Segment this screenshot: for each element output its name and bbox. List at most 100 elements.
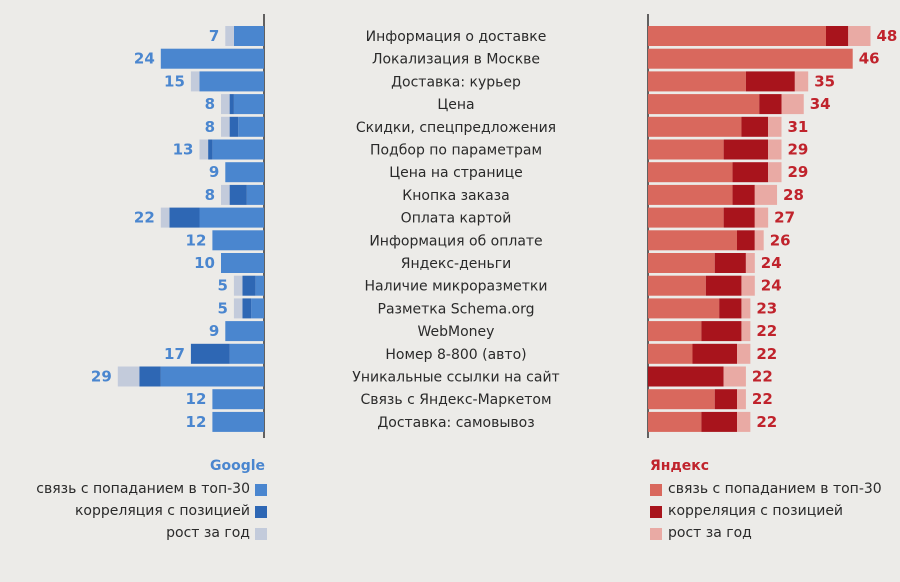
google-bar-1-15 [229, 343, 264, 364]
google-bar-3-13 [233, 298, 243, 319]
google-value-label-10: 12 [186, 231, 207, 249]
yandex-bar-2-6 [723, 139, 769, 160]
yandex-value-label-13: 23 [756, 299, 777, 317]
google-bar-3-1 [225, 26, 234, 46]
yandex-bar-2-12 [705, 275, 742, 296]
google-bar-2-8 [229, 184, 247, 205]
google-value-label-4: 8 [205, 95, 215, 113]
google-bar-1-3 [199, 71, 264, 92]
google-bar-3-4 [221, 94, 230, 115]
yandex-bar-3-1 [848, 26, 871, 46]
category-label-13: Разметка Schema.org [378, 301, 535, 317]
yandex-bar-1-17 [648, 389, 715, 410]
google-value-label-18: 12 [186, 413, 207, 431]
yandex-bar-2-9 [723, 207, 755, 228]
yandex-legend-label-growth: рост за год [668, 525, 752, 541]
google-legend-swatch-growth [255, 528, 267, 540]
yandex-bar-3-8 [754, 184, 778, 205]
yandex-legend-swatch-correlation [650, 506, 662, 518]
yandex-bar-3-13 [741, 298, 751, 319]
yandex-value-label-2: 46 [859, 50, 880, 68]
category-label-5: Скидки, спецпредложения [356, 120, 556, 136]
category-label-3: Доставка: курьер [391, 74, 521, 90]
yandex-bar-1-14 [648, 321, 702, 342]
google-value-label-7: 9 [209, 163, 219, 181]
google-value-label-8: 8 [205, 186, 215, 204]
yandex-bar-1-5 [648, 116, 742, 137]
yandex-legend-swatch-top30 [650, 484, 662, 496]
google-legend-swatch-top30 [255, 484, 267, 496]
yandex-bar-1-4 [648, 94, 760, 115]
google-bar-1-12 [255, 275, 264, 296]
google-value-label-2: 24 [134, 50, 155, 68]
yandex-bar-2-3 [745, 71, 795, 92]
google-bar-2-12 [242, 275, 256, 296]
google-legend-label-top30: связь с попаданием в топ-30 [36, 481, 250, 497]
category-label-9: Оплата картой [401, 211, 512, 227]
google-bar-1-6 [212, 139, 264, 160]
google-bar-2-5 [229, 116, 239, 137]
yandex-legend-title: Яндекс [650, 458, 710, 474]
google-value-label-13: 5 [217, 299, 227, 317]
yandex-bar-1-18 [648, 411, 702, 432]
yandex-bar-2-17 [714, 389, 737, 410]
google-bar-1-10 [212, 230, 264, 251]
yandex-value-label-6: 29 [788, 141, 809, 159]
yandex-bar-2-16 [648, 366, 724, 387]
google-legend-title: Google [210, 458, 266, 474]
google-value-label-11: 10 [194, 254, 215, 272]
google-bar-1-2 [160, 48, 264, 69]
yandex-value-label-17: 22 [752, 390, 773, 408]
google-bar-1-7 [225, 162, 264, 183]
yandex-bar-1-7 [648, 162, 733, 183]
yandex-bar-1-9 [648, 207, 724, 228]
yandex-bar-3-14 [741, 321, 751, 342]
yandex-bar-2-18 [701, 411, 737, 432]
yandex-value-label-16: 22 [752, 368, 773, 386]
yandex-value-label-10: 26 [770, 231, 791, 249]
yandex-bar-1-3 [648, 71, 746, 92]
google-bar-3-16 [117, 366, 140, 387]
category-label-10: Информация об оплате [369, 233, 542, 249]
yandex-legend-label-top30: связь с попаданием в топ-30 [668, 481, 882, 497]
google-bar-1-16 [160, 366, 264, 387]
yandex-bar-3-7 [768, 162, 782, 183]
yandex-bar-2-11 [714, 253, 746, 273]
google-bar-1-13 [251, 298, 264, 319]
yandex-bar-3-11 [745, 253, 755, 273]
google-value-label-15: 17 [164, 345, 185, 363]
google-value-label-16: 29 [91, 368, 112, 386]
category-label-1: Информация о доставке [366, 29, 547, 45]
google-bar-2-6 [208, 139, 213, 160]
yandex-bar-1-11 [648, 253, 715, 273]
google-bar-2-16 [139, 366, 161, 387]
google-value-label-3: 15 [164, 72, 185, 90]
category-label-14: WebMoney [418, 324, 495, 340]
category-label-18: Доставка: самовывоз [377, 415, 534, 431]
google-value-label-5: 8 [205, 118, 215, 136]
google-bar-3-6 [199, 139, 209, 160]
google-bar-1-5 [238, 116, 264, 137]
yandex-legend-swatch-growth [650, 528, 662, 540]
yandex-value-label-15: 22 [756, 345, 777, 363]
yandex-bar-3-18 [737, 411, 751, 432]
yandex-bar-3-4 [781, 94, 804, 115]
yandex-value-label-5: 31 [788, 118, 809, 136]
yandex-bar-1-1 [648, 26, 826, 46]
yandex-value-label-9: 27 [774, 209, 795, 227]
google-bar-1-14 [225, 321, 264, 342]
yandex-bar-3-12 [741, 275, 755, 296]
category-label-11: Яндекс-деньги [401, 256, 512, 272]
yandex-bar-1-8 [648, 184, 733, 205]
yandex-bar-1-13 [648, 298, 720, 319]
yandex-bar-1-2 [648, 48, 853, 69]
google-legend-label-growth: рост за год [166, 525, 250, 541]
google-bar-1-1 [233, 26, 264, 46]
google-value-label-6: 13 [173, 141, 194, 159]
yandex-value-label-7: 29 [788, 163, 809, 181]
category-label-2: Локализация в Москве [372, 52, 540, 68]
yandex-value-label-11: 24 [761, 254, 782, 272]
yandex-value-label-18: 22 [756, 413, 777, 431]
yandex-bar-3-10 [754, 230, 764, 251]
